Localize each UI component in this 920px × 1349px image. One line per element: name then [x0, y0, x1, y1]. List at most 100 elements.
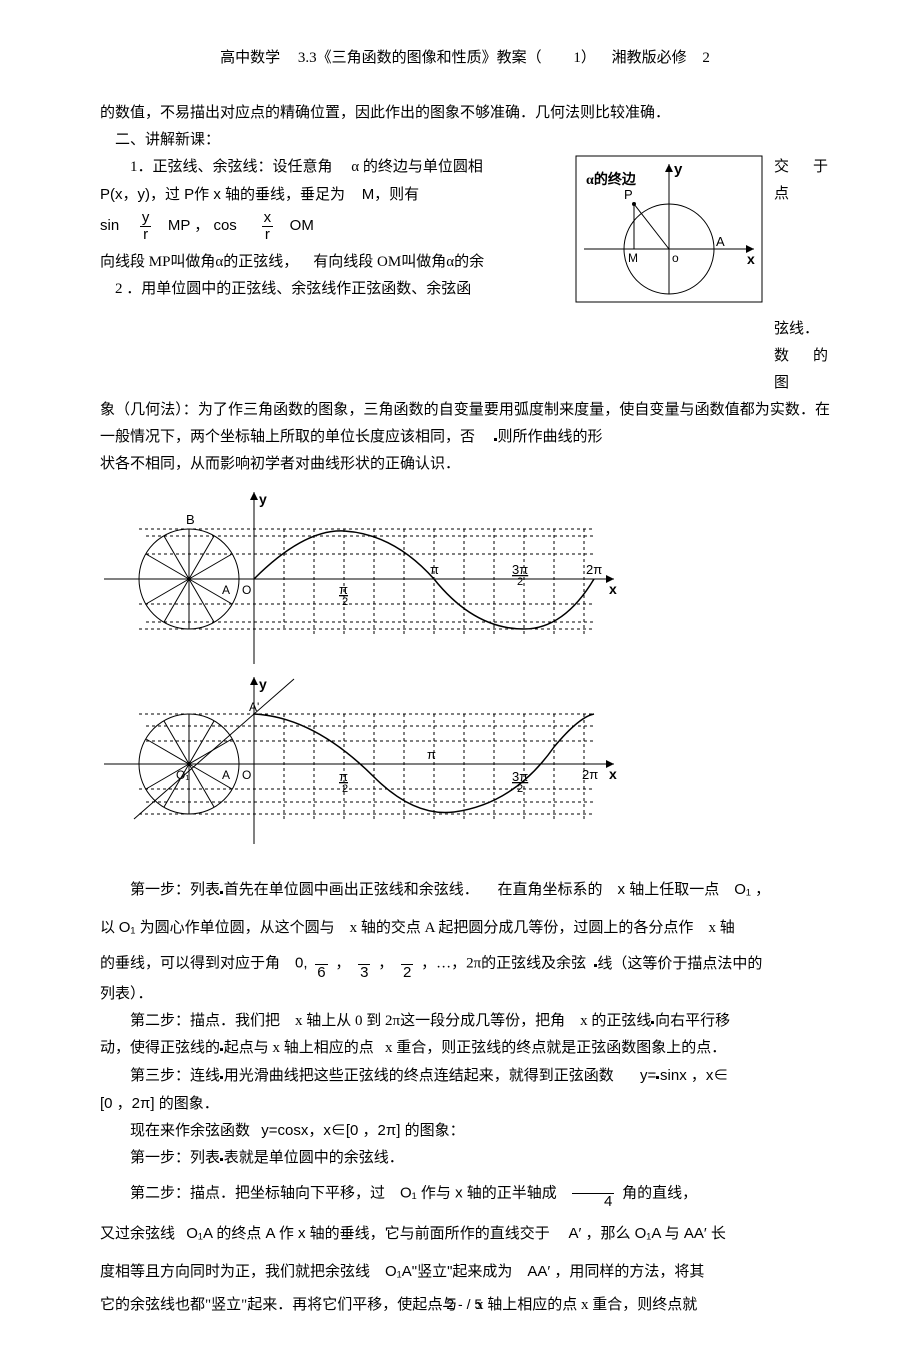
s1g: O₁ 为圆心作单位圆，从这个圆与: [119, 919, 335, 936]
svg-text:O₁: O₁: [176, 768, 189, 782]
step1-line1: 第一步：列表 首先在单位圆中画出正弦线和余弦线． 在直角坐标系的 x 轴上任取一…: [100, 876, 830, 904]
cos5c: AA′ ，用同样的方法，将其: [527, 1263, 704, 1280]
xr-num: x: [262, 210, 274, 227]
cos3b: O₁ 作与 x 轴的正半轴成: [400, 1184, 557, 1201]
p2: 1．正弦线、余弦线：设任意角 α 的终边与单位圆相: [100, 154, 564, 181]
s3b: 用光滑曲线把这些正弦线的终点连结起来，就得到正弦函数: [224, 1068, 614, 1084]
svg-text:A: A: [222, 768, 230, 782]
cos3d: 角的直线，: [622, 1185, 697, 1201]
frac-yr: y r: [140, 210, 152, 243]
p4b: 有向线段 OM叫做角α的余: [313, 254, 484, 270]
s1b: 首先在单位圆中画出正弦线和余弦线．: [224, 882, 479, 898]
svg-text:3π: 3π: [512, 769, 528, 784]
svg-text:2: 2: [342, 783, 348, 795]
c1: ，: [335, 956, 350, 972]
s2b: x 轴上从 0 到 2π这一段分成几等份，把角: [295, 1013, 565, 1029]
step2-line2: 动，使得正弦线的 起点与 x 轴上相应的点 x 重合，则正弦线的终点就是正弦函数…: [100, 1035, 830, 1062]
s2c: x 的正弦线: [580, 1013, 651, 1029]
cos3cden: 4: [572, 1194, 614, 1210]
cos-line5: 度相等且方向同时为正，我们就把余弦线 O₁A"竖立"起来成为 AA′ ，用同样的…: [100, 1258, 830, 1286]
p7: 状各不相同，从而影响初学者对曲线形状的正确认识．: [100, 451, 830, 478]
lbl-term: α的终边: [586, 171, 637, 188]
p6a: 象（几何法）：为了作三角函数的图象，三角函数的自变量要用弧度制来度量，使自变量与…: [100, 402, 830, 445]
formula: sin y r MP ， cos x r OM: [100, 210, 564, 243]
svg-text:3π: 3π: [512, 562, 528, 577]
svg-text:2π: 2π: [582, 767, 598, 782]
frac-pi2: 2: [401, 948, 413, 981]
s1h: x 轴的交点 A 起把圆分成几等份，过圆上的各分点作: [350, 920, 694, 936]
cos3a: 第二步：描点．把坐标轴向下平移，过: [130, 1185, 385, 1201]
sine-cosine-graph: y x B A O π 2 π 3π 2 2π: [94, 484, 634, 854]
cos4c: A′ ，那么 O₁A 与 AA′ 长: [568, 1225, 725, 1242]
cos2: 第一步：列表: [130, 1150, 220, 1166]
lbl-y: y: [674, 161, 683, 178]
g-bottom: y x A' O₁ A O π 2 π 3π 2 2π: [104, 676, 617, 844]
svg-text:y: y: [259, 491, 267, 507]
hdr-p3: 1）: [573, 50, 596, 66]
cos2b: 表就是单位圆中的余弦线．: [224, 1150, 404, 1166]
lbl-M: M: [628, 251, 638, 265]
cos1b: y=cosx，x∈[0 ，2π] 的图象：: [261, 1122, 464, 1139]
f-om: OM: [290, 217, 314, 234]
cos5b: O₁A"竖立"起来成为: [385, 1263, 512, 1280]
frac-pi3: 3: [358, 948, 370, 981]
p4a: 向线段 MP叫做角α的正弦线，: [100, 254, 298, 270]
cos-step2: 第二步：描点．把坐标轴向下平移，过 O₁ 作与 x 轴的正半轴成 4 角的直线，: [100, 1178, 830, 1211]
p6: 象（几何法）：为了作三角函数的图象，三角函数的自变量要用弧度制来度量，使自变量与…: [100, 397, 830, 451]
cos1: 现在来作余弦函数: [130, 1123, 250, 1139]
cos-line1: 现在来作余弦函数 y=cosx，x∈[0 ，2π] 的图象：: [100, 1117, 830, 1145]
svg-text:2: 2: [517, 576, 523, 588]
p5b: 数 的 图: [774, 343, 830, 397]
svg-text:O: O: [242, 583, 251, 597]
frac-pi4: 4: [572, 1178, 614, 1211]
s2a: 第二步：描点．我们把: [130, 1013, 280, 1029]
text-column: 1．正弦线、余弦线：设任意角 α 的终边与单位圆相 P(x，y)，过 P作 x …: [100, 154, 564, 397]
s3d: sinx ，x∈: [660, 1067, 728, 1084]
para-1: 的数值，不易描出对应点的精确位置，因此作出的图象不够准确．几何法则比较准确．: [100, 100, 830, 127]
p2b: α 的终边与单位圆相: [351, 159, 483, 175]
s3c: y=: [640, 1067, 656, 1084]
lbl-O: o: [672, 251, 679, 265]
row-sine-cosine-line: 1．正弦线、余弦线：设任意角 α 的终边与单位圆相 P(x，y)，过 P作 x …: [100, 154, 830, 397]
unit-circle-diagram: A M o P α的终边 y x: [574, 154, 764, 304]
cos4b: O₁A 的终点 A 作 x 轴的垂线，它与前面所作的直线交于: [186, 1225, 549, 1242]
frac-pi6: 6: [315, 948, 327, 981]
s2d: 向右平行移: [655, 1013, 730, 1029]
hdr-p2: 3.3《三角函数的图像和性质》教案（: [298, 50, 542, 66]
svg-text:A: A: [222, 583, 230, 597]
frac-xr: x r: [262, 210, 274, 243]
svg-text:y: y: [259, 676, 267, 692]
s1f: 以: [100, 920, 115, 936]
cos-step1: 第一步：列表 表就是单位圆中的余弦线．: [100, 1145, 830, 1172]
svg-text:π: π: [339, 582, 348, 597]
s3a: 第三步：连线: [130, 1068, 220, 1084]
c3: ，…，2π的正弦线及余弦: [421, 956, 586, 972]
svg-text:x: x: [609, 581, 617, 597]
step1-line2: 以 O₁ 为圆心作单位圆，从这个圆与 x 轴的交点 A 起把圆分成几等份，过圆上…: [100, 914, 830, 942]
page: 高中数学 3.3《三角函数的图像和性质》教案（ 1） 湘教版必修 2 的数值，不…: [0, 0, 920, 1349]
svg-text:2: 2: [342, 596, 348, 608]
svg-text:A': A': [249, 700, 259, 714]
p4: 向线段 MP叫做角α的正弦线， 有向线段 OM叫做角α的余: [100, 249, 564, 276]
s1e: O₁ ，: [734, 881, 770, 898]
page-header: 高中数学 3.3《三角函数的图像和性质》教案（ 1） 湘教版必修 2: [100, 45, 830, 72]
s2g: x 重合，则正弦线的终点就是正弦函数图象上的点．: [385, 1040, 726, 1056]
p2c: 交 于 点: [774, 154, 830, 208]
svg-text:x: x: [609, 766, 617, 782]
svg-text:π: π: [427, 747, 436, 762]
ang0: 0,: [295, 955, 308, 972]
p3b: M，则有: [362, 186, 420, 203]
right-text-column: 交 于 点 弦线． 数 的 图: [774, 154, 830, 397]
p5a: 2 ．用单位圆中的正弦线、余弦线作正弦函数、余弦函: [115, 281, 471, 297]
yr-num: y: [140, 210, 152, 227]
s1j: 的垂线，可以得到对应于角: [100, 956, 280, 972]
s1a: 第一步：列表: [130, 882, 220, 898]
lbl-A: A: [716, 234, 725, 249]
hdr-p1: 高中数学: [220, 50, 280, 66]
svg-text:B: B: [186, 512, 195, 527]
lbl-x: x: [747, 251, 755, 267]
g-top: y x B A O π 2 π 3π 2 2π: [104, 491, 617, 664]
f-mp: MP ， cos: [168, 217, 237, 234]
p6b: 则所作曲线的形: [498, 429, 603, 445]
d1: 6: [315, 965, 327, 981]
